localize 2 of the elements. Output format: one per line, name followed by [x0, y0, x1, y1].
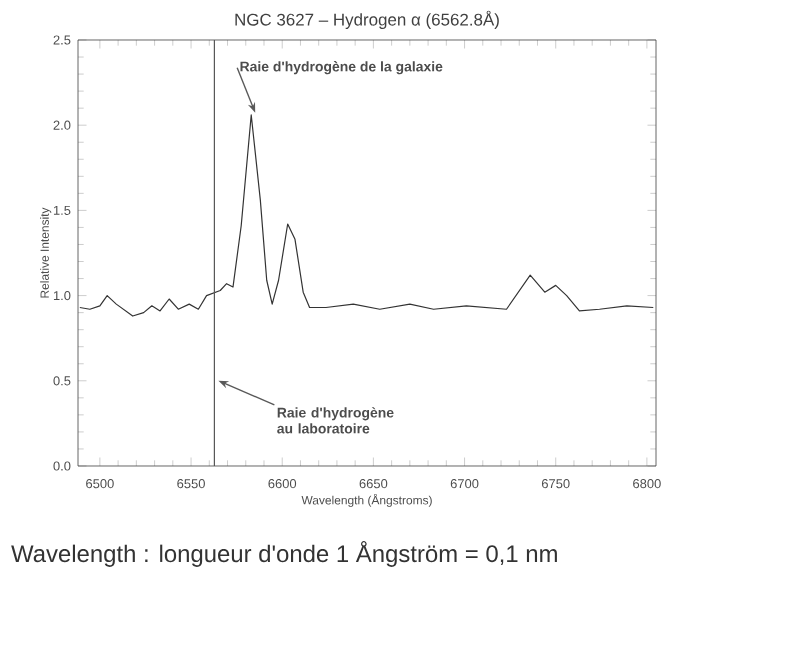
chart-title: NGC 3627 – Hydrogen α (6562.8Å) — [235, 10, 499, 29]
text: Wavelength : longueur d'onde 1 Ångström = 0,1 nm — [11, 541, 557, 567]
